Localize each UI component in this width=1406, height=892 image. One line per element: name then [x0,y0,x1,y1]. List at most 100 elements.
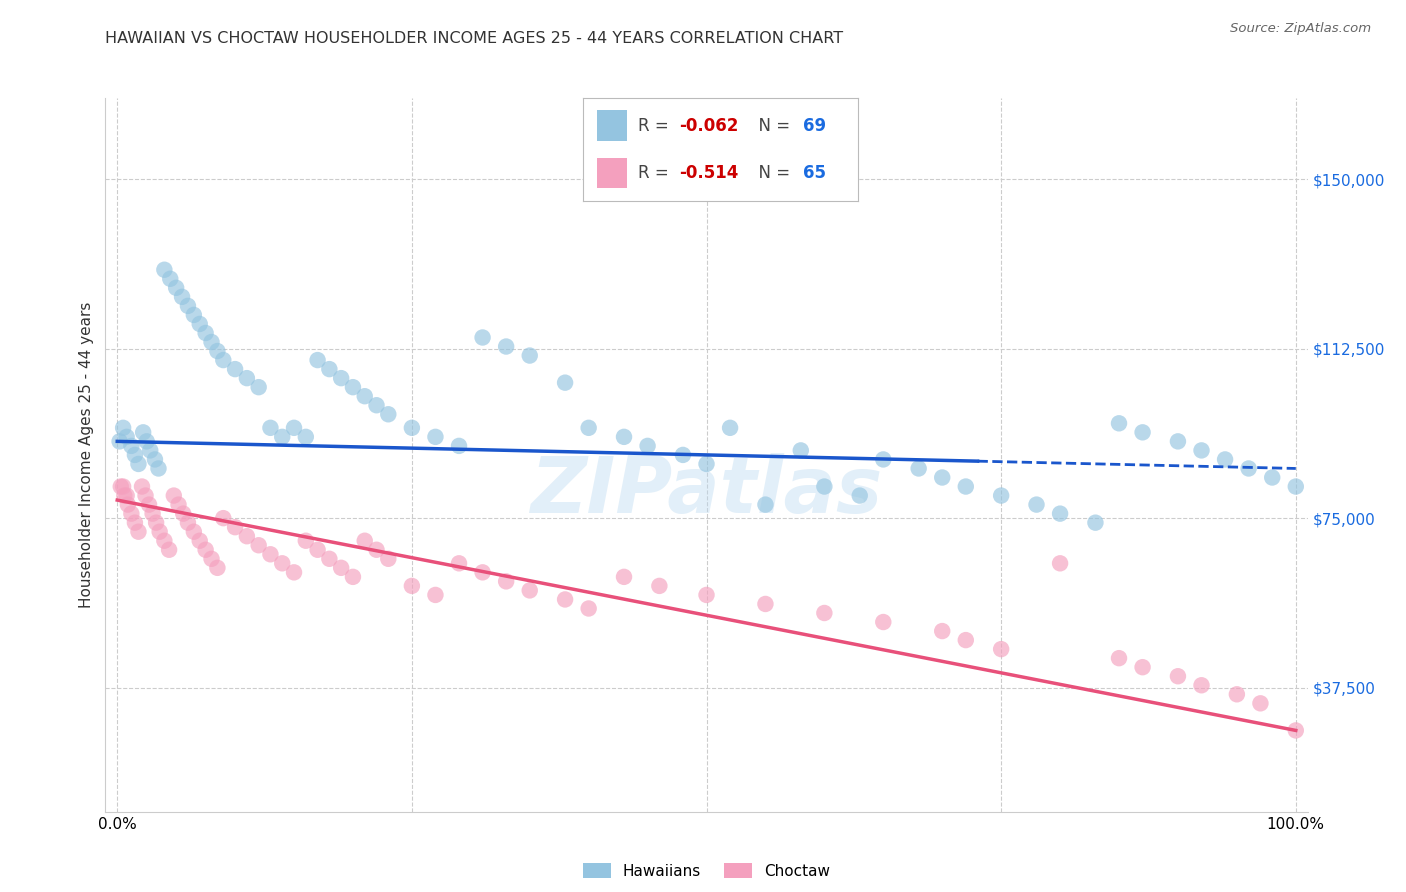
Point [1285,479,1308,493]
Point [955,633,977,648]
Point [1285,723,1308,738]
Point [145,516,167,530]
Y-axis label: Householder Income Ages 25 - 44 years: Householder Income Ages 25 - 44 years [79,301,94,608]
Point [578,601,600,615]
Point [271,557,294,571]
Point [425,430,447,444]
Point [120,507,142,521]
Point [194,326,217,340]
Point [247,538,270,552]
Point [200,334,222,349]
Point [172,507,194,521]
Point [353,389,375,403]
Point [1191,443,1213,458]
Point [124,448,146,462]
Point [1132,425,1154,440]
Point [848,489,870,503]
Point [554,592,576,607]
Point [135,434,157,449]
Point [1108,651,1130,665]
Point [1237,461,1260,475]
Point [307,542,329,557]
Point [183,524,205,539]
Point [718,421,741,435]
Point [117,498,139,512]
Point [366,398,388,412]
Point [931,470,953,484]
Point [143,452,166,467]
Point [447,557,470,571]
Point [110,479,132,493]
Point [637,439,659,453]
Point [247,380,270,394]
Point [135,489,156,503]
Point [1025,498,1047,512]
Point [115,430,138,444]
Point [1226,687,1249,701]
Legend: Hawaiians, Choctaw: Hawaiians, Choctaw [575,855,838,886]
Point [613,570,636,584]
Point [813,606,835,620]
Point [318,551,340,566]
Point [330,561,353,575]
Point [578,421,600,435]
Point [188,533,211,548]
Text: Source: ZipAtlas.com: Source: ZipAtlas.com [1230,22,1371,36]
Point [124,516,146,530]
Text: N =: N = [748,117,796,135]
Point [200,551,222,566]
Point [696,457,718,471]
Point [112,479,135,493]
Point [307,353,329,368]
Point [138,498,160,512]
Point [318,362,340,376]
Point [224,362,246,376]
Point [112,489,135,503]
Point [377,407,399,421]
Point [127,524,149,539]
Point [132,425,155,440]
Point [112,421,135,435]
Point [177,516,200,530]
Point [790,443,813,458]
Point [1049,507,1071,521]
Point [153,533,176,548]
Point [813,479,835,493]
Point [872,452,894,467]
Point [519,349,541,363]
Point [212,511,235,525]
Text: -0.514: -0.514 [679,164,738,182]
Point [153,262,176,277]
Point [295,430,318,444]
Point [1249,696,1271,710]
Point [115,489,138,503]
Point [1049,557,1071,571]
Point [207,344,229,359]
Point [183,308,205,322]
Point [259,547,281,561]
Point [955,479,977,493]
Point [907,461,929,475]
Point [236,529,259,543]
Point [127,457,149,471]
Point [471,566,494,580]
Point [165,281,187,295]
Text: 65: 65 [803,164,825,182]
Point [495,574,517,589]
Point [224,520,246,534]
Point [207,561,229,575]
Point [170,290,193,304]
Point [157,542,180,557]
Point [672,448,695,462]
Point [131,479,153,493]
Point [353,533,375,548]
Point [554,376,576,390]
Point [330,371,353,385]
Point [377,551,399,566]
Point [366,542,388,557]
Point [283,566,305,580]
Point [401,579,423,593]
Point [1261,470,1284,484]
Text: ZIPatlas: ZIPatlas [530,452,883,529]
Point [1132,660,1154,674]
